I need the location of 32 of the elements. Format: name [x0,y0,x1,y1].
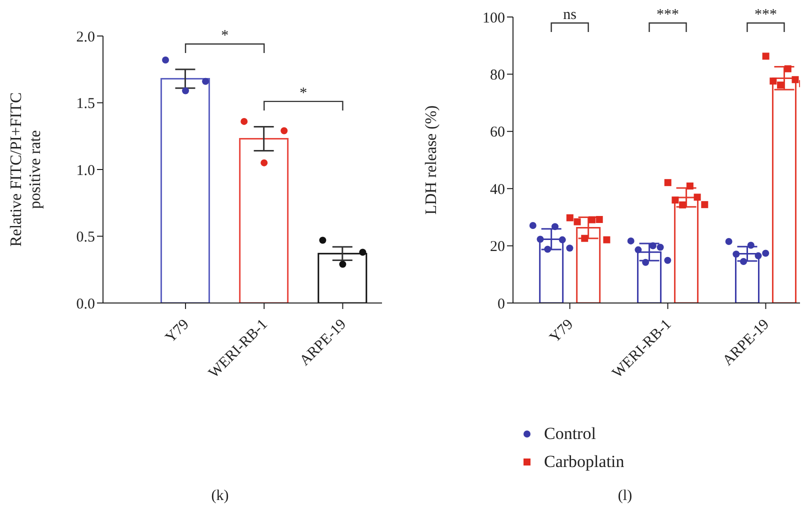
y-axis-title: Relative FITC/PI+FITC positive rate [8,92,44,247]
y-tick-label: 100 [482,10,505,26]
bar [160,78,210,303]
y-tick-label: 0.0 [76,296,95,312]
annotation: * [300,85,308,102]
y-tick-label: 0.5 [76,230,95,246]
annotation: ns [563,7,577,23]
y-tick-label: 1.0 [76,162,95,179]
y-tick-label: 20 [490,239,505,256]
y-tick-label: 0 [498,296,505,312]
significance-bracket: * [184,28,265,53]
annotation: *** [656,7,680,23]
text: (l) [618,488,632,504]
legend-label: Carboplatin [544,452,624,472]
y-tick-label: 40 [490,182,505,198]
y-tick-label: 60 [490,124,505,141]
x-tick-label: Y79 [162,316,192,346]
significance-bracket: *** [648,7,687,32]
annotation: *** [754,7,777,23]
bar [239,138,289,303]
y-tick-label: 1.5 [76,96,95,112]
y-tick-label: 80 [490,68,505,84]
y-tick-label: 2.0 [76,29,95,46]
text: (k) [211,488,229,504]
significance-bracket: * [264,85,344,110]
legend-label: Control [544,424,596,444]
x-tick-label: Y79 [547,316,577,346]
annotation: * [221,28,229,44]
bar [318,252,368,303]
y-axis-title: LDH release (%) [423,105,440,215]
significance-bracket: *** [746,7,785,32]
significance-bracket: ns [550,7,589,32]
